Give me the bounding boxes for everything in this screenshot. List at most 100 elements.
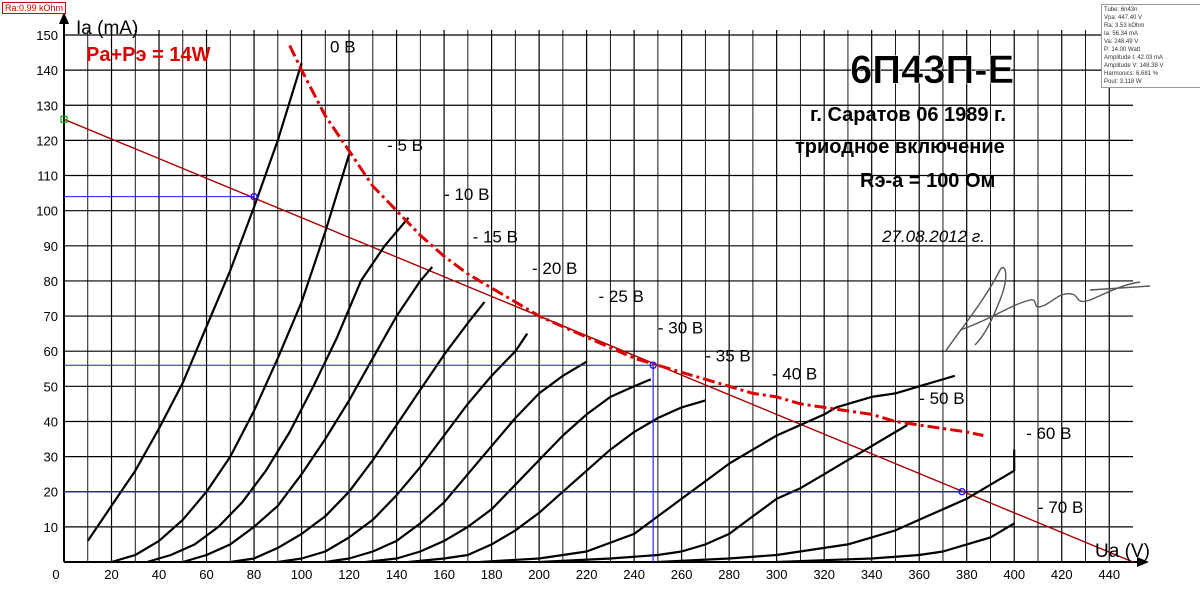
operating-points	[64, 192, 966, 562]
y-tick-label: 110	[37, 169, 58, 184]
curve-label: - 15 В	[473, 227, 518, 246]
load-line-path	[63, 118, 1134, 563]
y-tick-label: 30	[44, 450, 58, 465]
info-line: Va: 248.49 V	[1104, 39, 1139, 45]
curve-label: - 20 В	[532, 259, 577, 278]
plate-curve	[277, 332, 529, 564]
info-line: Tube: 6n43n	[1104, 7, 1138, 13]
plate-curve	[539, 424, 908, 564]
plate-curve	[325, 360, 588, 564]
load-line	[60, 115, 1134, 563]
y-tick-label: 10	[44, 520, 58, 535]
x-tick-label: 380	[956, 567, 978, 582]
y-tick-label: 20	[44, 485, 58, 500]
x-axis-label: Ua (V)	[1095, 541, 1150, 562]
signature	[944, 267, 1151, 353]
plate-curve	[657, 449, 1016, 564]
x-tick-label: 360	[908, 567, 930, 582]
power-curve	[288, 44, 984, 437]
x-tick-label: 340	[861, 567, 883, 582]
curve-label: - 35 В	[705, 347, 750, 366]
y-tick-label: 50	[44, 379, 58, 394]
x-tick-label: 300	[766, 567, 788, 582]
power-curve-label: Pa+Pэ = 14W	[86, 44, 211, 66]
info-line: Amplitude I: 42.03 mA	[1104, 55, 1164, 61]
operating-point	[649, 361, 657, 369]
info-line: Vpa: 447.40 V	[1104, 15, 1143, 21]
info-line: Ia: 56.34 mA	[1104, 31, 1139, 37]
load-resistance-readout: Ra:0.99 kOhm	[2, 2, 67, 14]
info-line: P: 14.00 Watt	[1104, 47, 1141, 53]
y-axis-label: Ia (mA)	[76, 18, 138, 39]
plate-curve	[776, 522, 1015, 564]
info-line: Harmonics: 6.681 %	[1104, 71, 1159, 77]
y-tick-label: 100	[36, 204, 58, 219]
plate-curve	[111, 154, 351, 564]
x-tick-label: 180	[481, 567, 503, 582]
x-tick-label: 440	[1098, 567, 1120, 582]
x-tick-label: 20	[104, 567, 118, 582]
y-tick-label: 70	[44, 309, 58, 324]
plate-curve	[86, 62, 303, 542]
plate-curves	[86, 62, 1016, 564]
info-line: Ra: 3.53 kOhm	[1104, 23, 1145, 29]
info-line: Pout: 3.118 W	[1104, 79, 1142, 85]
x-axis-arrow	[1137, 557, 1149, 567]
x-tick-label: 60	[199, 567, 213, 582]
curve-label: - 10 В	[444, 185, 489, 204]
load-line-start-marker	[60, 115, 68, 123]
plate-curve	[479, 374, 956, 564]
power-curve-path	[288, 44, 984, 437]
curve-label: - 50 В	[919, 389, 964, 408]
curve-label: - 70 В	[1038, 498, 1083, 517]
y-axis-arrow	[59, 12, 69, 24]
axes	[59, 12, 1149, 567]
x-tick-label: 140	[386, 567, 408, 582]
y-tick-label: 60	[44, 344, 58, 359]
subtitle-line-1: г. Саратов 06 1989 г.	[810, 104, 1006, 126]
plate-curve	[230, 301, 486, 564]
y-tick-label: 150	[36, 28, 58, 43]
subtitle-line-3: Rэ-а = 100 Ом	[860, 170, 995, 192]
curve-labels: 0 В- 5 В- 10 В- 15 В- 20 В- 25 В- 30 В- …	[330, 38, 1083, 517]
x-tick-label: 280	[718, 567, 740, 582]
grid	[64, 30, 1133, 562]
x-tick-label: 320	[813, 567, 835, 582]
y-tick-label: 90	[44, 239, 58, 254]
curve-label: - 25 В	[599, 287, 644, 306]
x-tick-label: 220	[576, 567, 598, 582]
x-tick-label: 200	[528, 567, 550, 582]
tube-info-panel: Tube: 6n43n Vpa: 447.40 V Ra: 3.53 kOhm Ia:…	[1101, 4, 1200, 88]
chart-title: 6П43П-Е	[850, 48, 1014, 92]
x-tick-label: 120	[338, 567, 360, 582]
plate-curve	[365, 378, 652, 564]
plate-curve	[182, 266, 434, 564]
tick-labels: 0 20 40 60 80 100 120 140 160 180 200 220 240 260 280 3…	[36, 28, 1120, 582]
curve-label: - 30 В	[658, 319, 703, 338]
y-tick-label: 130	[36, 98, 58, 113]
curve-label: - 5 В	[387, 136, 423, 155]
x-tick-label: 260	[671, 567, 693, 582]
x-tick-label: 40	[152, 567, 166, 582]
x-tick-label: 80	[247, 567, 261, 582]
operating-point	[250, 192, 258, 201]
curve-label: - 40 В	[772, 364, 817, 383]
x-tick-label: 420	[1051, 567, 1073, 582]
operating-point	[958, 488, 966, 496]
y-tick-label: 40	[44, 414, 58, 429]
x-tick-label: 400	[1003, 567, 1025, 582]
x-tick-label: 240	[623, 567, 645, 582]
y-tick-label: 140	[36, 63, 58, 78]
x-tick-label: 160	[433, 567, 455, 582]
subtitle-line-2: триодное включение	[795, 136, 1005, 158]
plate-curve	[146, 216, 410, 564]
y-tick-label: 80	[44, 274, 58, 289]
info-line: Amplitude V: 148.38 V	[1104, 63, 1164, 69]
curve-label: - 60 В	[1026, 424, 1071, 443]
x-tick-label: 0	[52, 567, 59, 582]
curve-label: 0 В	[330, 38, 356, 57]
chart-date: 27.08.2012 г.	[881, 227, 985, 246]
y-tick-label: 120	[36, 133, 58, 148]
x-tick-label: 100	[291, 567, 313, 582]
